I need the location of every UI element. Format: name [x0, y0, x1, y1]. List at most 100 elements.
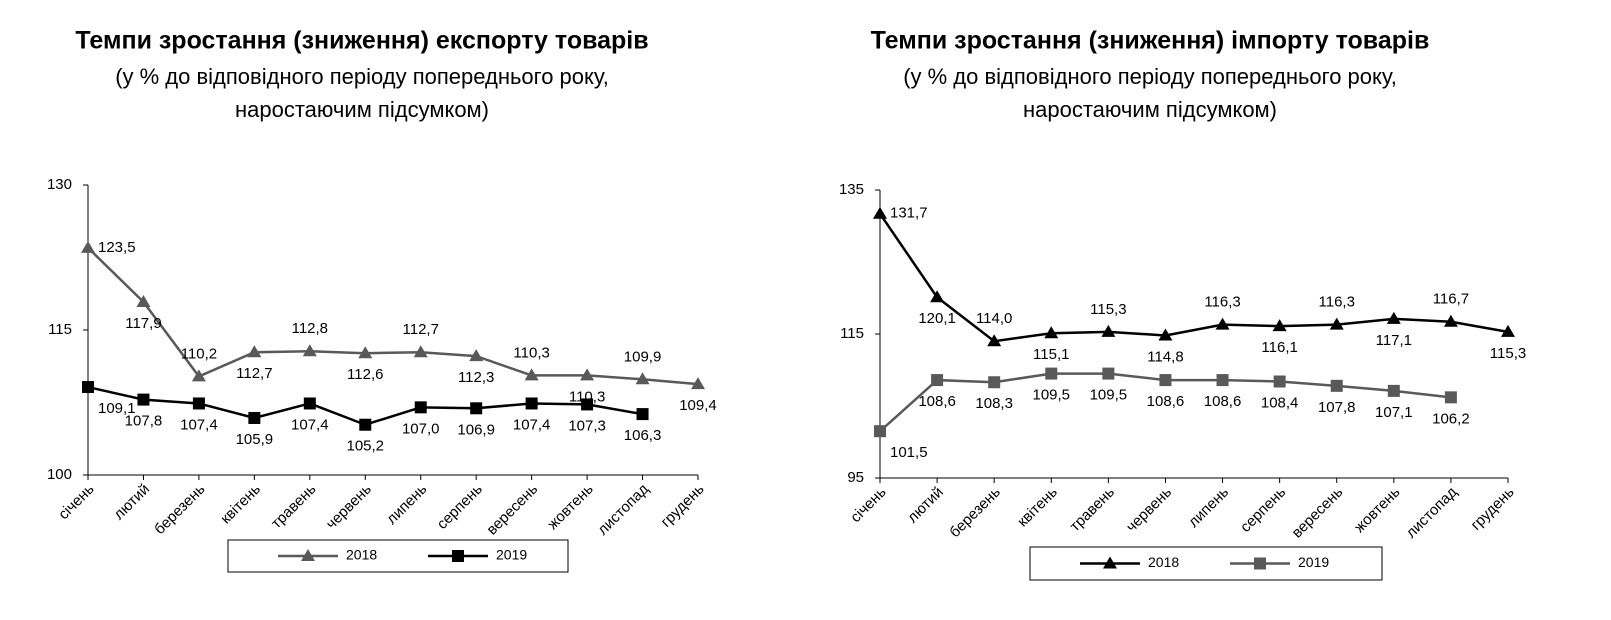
- value-label: 115,3: [1090, 301, 1126, 318]
- x-tick-label: лютий: [110, 481, 153, 524]
- value-label: 117,1: [1376, 332, 1412, 349]
- marker-triangle: [1443, 314, 1458, 327]
- value-label: 112,7: [236, 365, 272, 382]
- value-label: 106,3: [624, 427, 662, 444]
- chart-subtitle: наростаючим підсумком): [1023, 97, 1277, 122]
- marker-square: [303, 397, 316, 410]
- x-tick-label: січень: [55, 480, 98, 523]
- value-label: 110,2: [181, 345, 217, 362]
- value-label: 131,7: [890, 205, 928, 222]
- value-label: 106,2: [1432, 410, 1470, 427]
- value-label: 115,3: [1490, 345, 1526, 362]
- marker-square: [931, 374, 944, 387]
- marker-triangle: [1215, 317, 1230, 330]
- marker-square: [470, 402, 483, 415]
- marker-triangle: [1386, 311, 1401, 324]
- chart-subtitle: (у % до відповідного періоду попередньог…: [903, 64, 1397, 89]
- y-tick-label: 95: [847, 469, 864, 486]
- value-label: 109,9: [624, 348, 662, 365]
- marker-square: [1216, 374, 1229, 387]
- marker-triangle: [691, 377, 705, 390]
- value-label: 123,5: [98, 239, 136, 256]
- value-label: 110,3: [569, 388, 605, 405]
- marker-square: [414, 401, 427, 414]
- marker-square: [248, 411, 261, 424]
- x-tick-label: червень: [1123, 483, 1175, 535]
- value-label: 105,2: [346, 438, 384, 455]
- marker-square: [988, 376, 1001, 389]
- marker-square: [1045, 367, 1058, 380]
- value-label: 107,0: [402, 420, 440, 437]
- value-label: 115,1: [1033, 346, 1069, 363]
- marker-square: [1387, 384, 1400, 397]
- value-label: 112,6: [347, 366, 383, 383]
- marker-triangle: [1101, 324, 1116, 337]
- series-line: [87, 246, 699, 386]
- value-label: 116,1: [1261, 339, 1297, 356]
- x-tick-label: лютий: [904, 484, 947, 527]
- marker-square: [636, 408, 649, 421]
- chart-title: Темпи зростання (зниження) експорту това…: [75, 27, 648, 55]
- value-label: 114,8: [1147, 348, 1183, 365]
- x-tick-label: грудень: [1468, 483, 1518, 533]
- value-label: 108,3: [975, 395, 1013, 412]
- marker-triangle: [413, 345, 428, 358]
- marker-square: [1102, 367, 1115, 380]
- chart-subtitle: (у % до відповідного періоду попередньог…: [115, 64, 609, 89]
- x-tick-label: січень: [847, 483, 890, 526]
- x-tick-label: червень: [323, 480, 375, 532]
- legend-label: 2018: [1148, 554, 1179, 570]
- marker-triangle: [191, 369, 206, 382]
- marker-triangle: [469, 349, 484, 362]
- value-label: 107,1: [1375, 404, 1413, 421]
- marker-triangle: [81, 240, 95, 253]
- marker-square: [525, 397, 538, 410]
- x-tick-label: листопад: [1403, 483, 1461, 541]
- marker-triangle: [1501, 324, 1515, 337]
- marker-square: [359, 418, 372, 431]
- x-tick-label: березень: [151, 480, 209, 538]
- x-tick-label: жовтень: [544, 480, 597, 533]
- x-tick-label: липень: [1185, 483, 1232, 530]
- marker-triangle: [302, 344, 317, 357]
- value-label: 107,4: [291, 416, 329, 433]
- value-label: 116,7: [1433, 291, 1469, 308]
- y-tick-label: 100: [47, 466, 72, 483]
- marker-square: [581, 398, 594, 411]
- x-tick-label: травень: [1067, 483, 1119, 535]
- value-label: 107,8: [125, 413, 163, 430]
- value-label: 117,9: [125, 315, 161, 332]
- x-tick-label: серпень: [434, 480, 486, 532]
- x-tick-label: листопад: [594, 480, 652, 538]
- y-tick-label: 115: [840, 325, 864, 342]
- y-tick-label: 135: [839, 181, 864, 198]
- chart-subtitle: наростаючим підсумком): [235, 97, 489, 122]
- legend-label: 2019: [496, 547, 527, 563]
- value-label: 108,6: [1147, 393, 1185, 410]
- marker-square: [1444, 391, 1457, 404]
- value-label: 110,3: [513, 344, 549, 361]
- value-label: 114,0: [976, 310, 1012, 327]
- x-tick-label: березень: [946, 483, 1004, 541]
- x-tick-label: вересень: [483, 480, 541, 538]
- value-label: 109,1: [98, 400, 136, 417]
- value-label: 108,6: [918, 393, 956, 410]
- marker-triangle: [1272, 319, 1287, 332]
- y-tick-label: 130: [47, 176, 72, 193]
- marker-square: [1330, 379, 1343, 392]
- value-label: 109,4: [679, 397, 717, 414]
- value-label: 108,4: [1261, 394, 1299, 411]
- marker-triangle: [358, 346, 373, 359]
- marker-square: [192, 397, 205, 410]
- marker-square: [874, 425, 886, 438]
- legend-box: [1029, 546, 1383, 581]
- legend-label: 2019: [1298, 554, 1329, 570]
- x-tick-label: травень: [268, 480, 320, 532]
- value-label: 112,7: [403, 321, 439, 338]
- value-label: 116,3: [1204, 294, 1240, 311]
- marker-triangle: [987, 334, 1002, 347]
- value-label: 109,5: [1090, 387, 1128, 404]
- value-label: 108,6: [1204, 393, 1242, 410]
- x-tick-label: квітень: [1014, 483, 1061, 530]
